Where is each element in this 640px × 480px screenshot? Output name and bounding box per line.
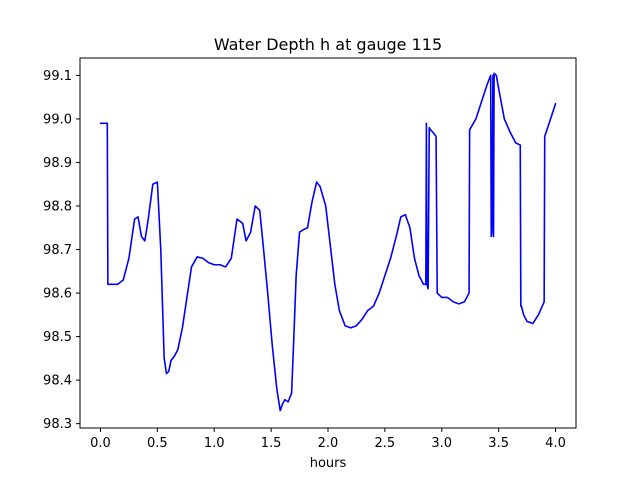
- y-tick-label: 98.8: [43, 200, 72, 215]
- y-tick-label: 98.9: [43, 156, 72, 171]
- y-tick-label: 98.4: [43, 374, 72, 389]
- y-tick-label: 98.5: [43, 330, 72, 345]
- x-tick-label: 3.5: [488, 436, 509, 451]
- y-tick-label: 98.6: [43, 287, 72, 302]
- chart-title: Water Depth h at gauge 115: [214, 35, 442, 54]
- plot-frame: [79, 57, 577, 429]
- x-axis-label: hours: [310, 456, 347, 471]
- x-tick-label: 2.5: [375, 436, 396, 451]
- x-tick-label: 0.5: [147, 436, 168, 451]
- series-line: [99, 72, 557, 412]
- y-tick-label: 99.0: [43, 112, 72, 127]
- x-tick-label: 4.0: [545, 436, 566, 451]
- x-tick-label: 3.0: [431, 436, 452, 451]
- x-tick-label: 0.0: [90, 436, 111, 451]
- y-tick-label: 98.3: [43, 417, 72, 432]
- tick-layer: 0.0 0.5 1.0 1.5 2.0 2.5 3.0 3.5 4.0 98.3 98.4 98.5 9…: [43, 69, 566, 451]
- plot-area: [99, 72, 557, 412]
- x-tick-label: 1.5: [261, 436, 282, 451]
- y-tick-label: 98.7: [43, 243, 72, 258]
- y-tick-label: 99.1: [43, 69, 72, 84]
- x-tick-label: 1.0: [204, 436, 225, 451]
- x-tick-label: 2.0: [318, 436, 339, 451]
